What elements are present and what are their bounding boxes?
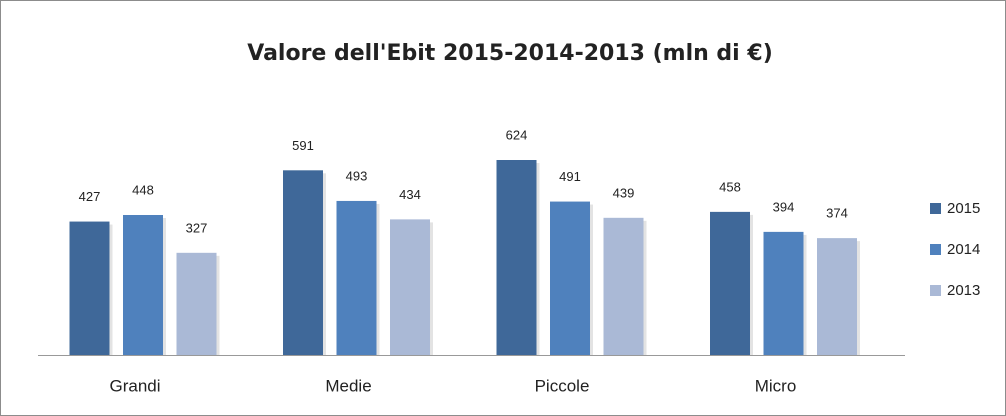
data-label: 374 [826,206,848,221]
bar [817,238,857,355]
bar [496,160,537,355]
bar [763,231,804,355]
bar [283,170,323,355]
bar [550,201,590,355]
data-label: 458 [719,179,741,194]
chart-title: Valore dell'Ebit 2015-2014-2013 (mln di … [247,41,773,66]
data-label: 327 [186,220,208,235]
legend-swatch [930,203,941,214]
data-label: 434 [399,187,421,202]
data-label: 624 [506,127,528,142]
data-label: 427 [79,189,101,204]
bar [176,252,217,355]
x-tick-label: Grandi [109,376,160,395]
bar [390,219,430,355]
legend-label: 2013 [947,282,980,299]
data-label: 591 [292,138,314,153]
data-label: 448 [132,182,154,197]
bar [123,215,163,355]
data-label: 491 [559,169,581,184]
bar [710,211,750,355]
legend-label: 2015 [947,200,980,217]
bar [603,217,644,355]
x-tick-label: Piccole [535,376,590,395]
legend-label: 2014 [947,241,980,258]
data-label: 493 [346,168,368,183]
bar [69,221,110,355]
legend-swatch [930,285,941,296]
x-tick-label: Medie [325,376,371,395]
legend-swatch [930,244,941,255]
data-label: 439 [613,185,635,200]
x-tick-label: Micro [755,376,797,395]
bar [336,200,377,355]
data-label: 394 [773,199,795,214]
